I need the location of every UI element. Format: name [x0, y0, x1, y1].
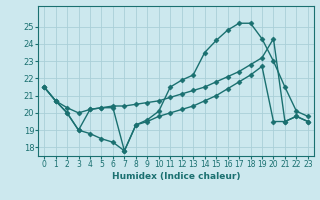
X-axis label: Humidex (Indice chaleur): Humidex (Indice chaleur) — [112, 172, 240, 181]
